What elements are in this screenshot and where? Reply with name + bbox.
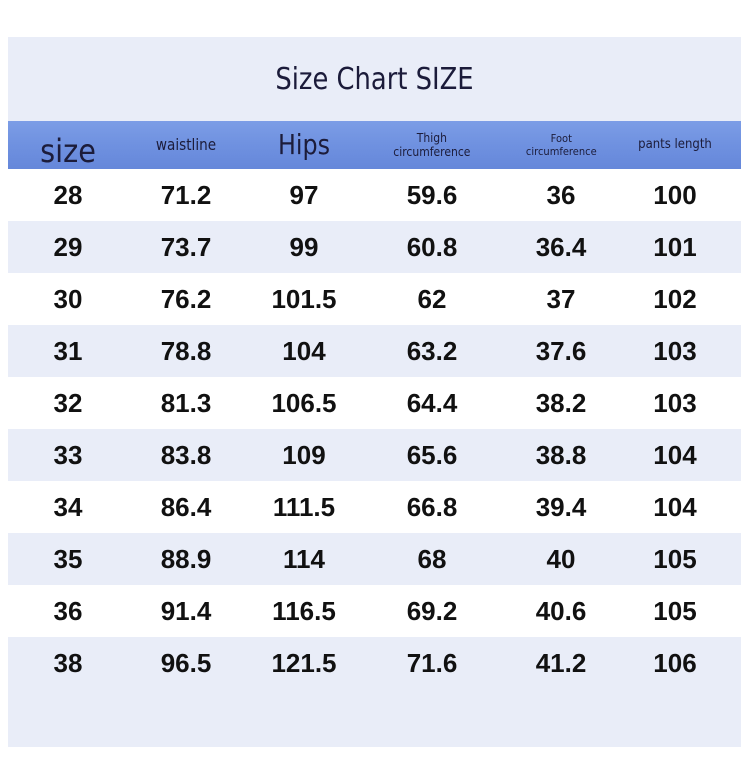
cell-size: 28 [53,179,83,210]
cell-thigh: 59.6 [406,179,458,210]
table-body: 28 71.2 97 59.6 36 100 29 73.7 99 60.8 3… [8,169,741,689]
cell-size: 29 [53,231,83,262]
cell-waistline: 86.4 [160,491,212,522]
cell-foot: 36 [546,179,576,210]
cell-thigh: 60.8 [406,231,458,262]
size-chart-card: Size Chart SIZE size waistline Hips Thig… [8,37,741,747]
cell-thigh: 63.2 [406,335,458,366]
cell-pants-length: 100 [653,179,697,210]
table-row: 31 78.8 104 63.2 37.6 103 [8,325,741,377]
header-thigh-circumference: Thigh circumference [364,121,500,169]
header-thigh-line1: Thigh [416,130,448,145]
table-row: 36 91.4 116.5 69.2 40.6 105 [8,585,741,637]
header-pants-length: pants length [638,137,712,153]
cell-waistline: 83.8 [160,439,212,470]
table-row: 32 81.3 106.5 64.4 38.2 103 [8,377,741,429]
table-row: 34 86.4 111.5 66.8 39.4 104 [8,481,741,533]
cell-foot: 39.4 [535,491,587,522]
cell-waistline: 88.9 [160,543,212,574]
cell-thigh: 65.6 [406,439,458,470]
cell-pants-length: 104 [653,491,697,522]
table-row: 35 88.9 114 68 40 105 [8,533,741,585]
table-row: 33 83.8 109 65.6 38.8 104 [8,429,741,481]
cell-size: 36 [53,595,83,626]
cell-foot: 38.2 [535,387,587,418]
cell-thigh: 64.4 [406,387,458,418]
cell-hips: 99 [289,231,319,262]
cell-foot: 36.4 [535,231,587,262]
cell-pants-length: 105 [653,543,697,574]
cell-hips: 101.5 [271,283,337,314]
cell-size: 35 [53,543,83,574]
cell-pants-length: 102 [653,283,697,314]
header-size: size [40,131,96,170]
header-hips: Hips [277,128,331,162]
cell-hips: 109 [282,439,326,470]
header-foot-circumference: Foot circumference [500,121,622,169]
cell-size: 31 [53,335,83,366]
cell-pants-length: 101 [653,231,697,262]
cell-pants-length: 103 [653,387,697,418]
cell-waistline: 81.3 [160,387,212,418]
cell-waistline: 73.7 [160,231,212,262]
cell-hips: 97 [289,179,319,210]
cell-size: 30 [53,283,83,314]
cell-hips: 106.5 [271,387,337,418]
cell-waistline: 78.8 [160,335,212,366]
cell-thigh: 62 [417,283,447,314]
cell-pants-length: 106 [653,647,697,678]
cell-pants-length: 105 [653,595,697,626]
cell-size: 38 [53,647,83,678]
cell-thigh: 66.8 [406,491,458,522]
cell-waistline: 96.5 [160,647,212,678]
table-row: 30 76.2 101.5 62 37 102 [8,273,741,325]
cell-size: 33 [53,439,83,470]
cell-hips: 104 [282,335,326,366]
cell-thigh: 68 [417,543,447,574]
cell-hips: 114 [283,543,325,574]
chart-title: Size Chart SIZE [275,61,474,97]
table-row: 38 96.5 121.5 71.6 41.2 106 [8,637,741,689]
cell-foot: 40 [546,543,576,574]
cell-thigh: 69.2 [406,595,458,626]
header-waistline: waistline [155,135,217,155]
cell-waistline: 71.2 [160,179,212,210]
cell-hips: 121.5 [271,647,337,678]
cell-foot: 37.6 [535,335,587,366]
table-row: 28 71.2 97 59.6 36 100 [8,169,741,221]
cell-hips: 116.5 [272,595,336,626]
cell-foot: 41.2 [535,647,587,678]
bottom-strip [8,689,741,747]
table-header: size waistline Hips Thigh circumference … [8,121,741,170]
header-foot-line1: Foot [550,131,572,145]
cell-pants-length: 104 [653,439,697,470]
cell-size: 34 [53,491,83,522]
cell-size: 32 [53,387,83,418]
cell-foot: 40.6 [535,595,587,626]
cell-thigh: 71.6 [406,647,458,678]
table-row: 29 73.7 99 60.8 36.4 101 [8,221,741,273]
cell-waistline: 76.2 [160,283,212,314]
cell-waistline: 91.4 [160,595,212,626]
cell-hips: 111.5 [272,491,336,522]
header-foot-line2: circumference [525,145,597,158]
header-thigh-line2: circumference [393,145,471,159]
cell-pants-length: 103 [653,335,697,366]
cell-foot: 37 [546,283,576,314]
cell-foot: 38.8 [535,439,587,470]
